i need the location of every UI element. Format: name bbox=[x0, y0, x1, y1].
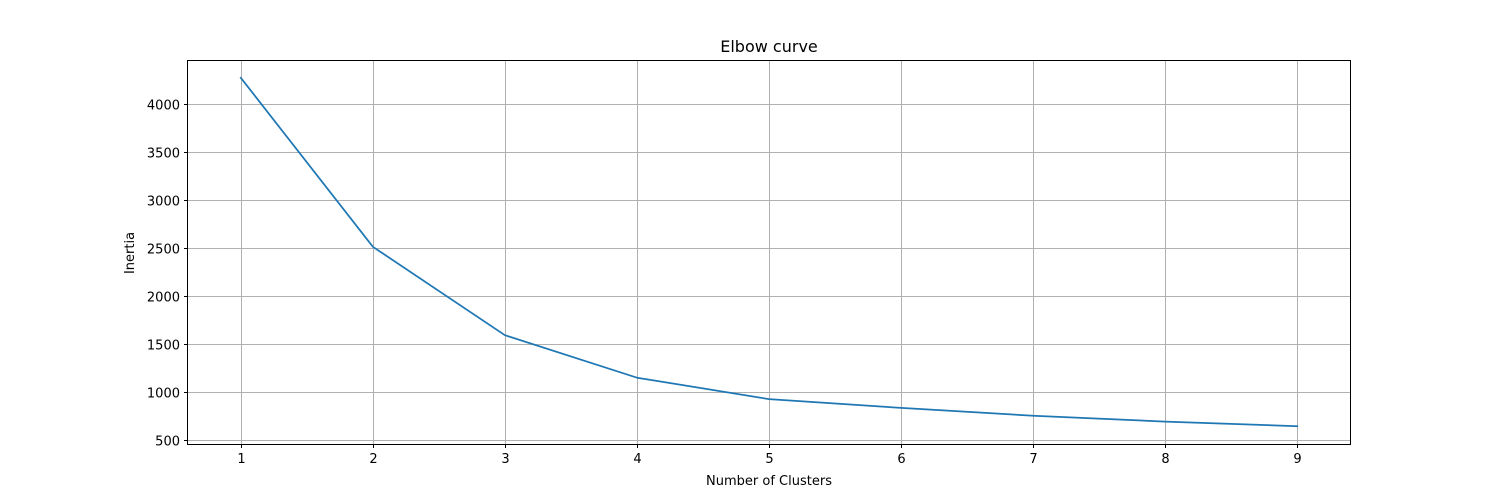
y-tick-label: 2500 bbox=[147, 243, 180, 258]
y-tick-label: 2000 bbox=[147, 291, 180, 306]
y-tick-label: 4000 bbox=[147, 99, 180, 114]
x-tick-label: 4 bbox=[633, 452, 641, 467]
grid-layer bbox=[188, 61, 1350, 444]
y-tick-label: 3000 bbox=[147, 195, 180, 210]
y-tick-label: 500 bbox=[155, 435, 180, 450]
x-tick-label: 2 bbox=[369, 452, 377, 467]
tick-layer: 1 2 3 4 5 6 7 8 9 500 1000 1500 2000 2500 3000 3500 4000 bbox=[147, 99, 1302, 468]
series-layer bbox=[239, 76, 1299, 428]
x-tick-label: 8 bbox=[1161, 452, 1169, 467]
series-line bbox=[239, 76, 1299, 428]
y-axis-label: Inertia bbox=[123, 232, 138, 274]
chart-title: Elbow curve bbox=[720, 37, 818, 56]
y-tick-label: 3500 bbox=[147, 147, 180, 162]
x-tick-label: 5 bbox=[765, 452, 773, 467]
y-tick-label: 1000 bbox=[147, 387, 180, 402]
y-tick-label: 1500 bbox=[147, 339, 180, 354]
x-tick-label: 3 bbox=[501, 452, 509, 467]
x-tick-label: 9 bbox=[1293, 452, 1301, 467]
x-tick-label: 6 bbox=[897, 452, 905, 467]
x-tick-label: 7 bbox=[1029, 452, 1037, 467]
x-axis-label: Number of Clusters bbox=[706, 474, 832, 489]
x-tick-label: 1 bbox=[237, 452, 245, 467]
